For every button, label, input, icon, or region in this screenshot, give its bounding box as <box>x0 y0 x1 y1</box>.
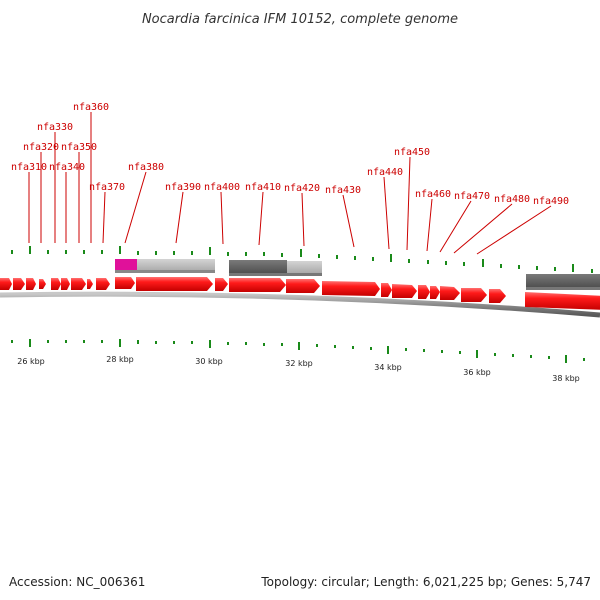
scale-label: 32 kbp <box>285 359 313 368</box>
feature-shadow <box>526 287 600 290</box>
scale-label: 30 kbp <box>195 357 223 366</box>
feature-light <box>137 259 215 271</box>
genome-backbone <box>0 291 600 318</box>
feature-shadow <box>115 270 215 273</box>
gene-label[interactable]: nfa470 <box>454 191 490 202</box>
gene-label[interactable]: nfa420 <box>284 183 320 194</box>
feature-shadow <box>229 273 322 276</box>
gene-label[interactable]: nfa370 <box>89 182 125 193</box>
gene-arrow <box>115 277 135 289</box>
gene-arrow <box>440 286 460 300</box>
gene-arrow <box>61 278 70 290</box>
leader-line <box>426 198 433 252</box>
gene-label[interactable]: nfa480 <box>494 194 530 205</box>
gene-arrow <box>286 279 320 293</box>
gene-label[interactable]: nfa490 <box>533 196 569 207</box>
gene-arrow <box>0 278 12 290</box>
gene-track <box>0 277 600 310</box>
leader-line <box>258 191 264 246</box>
gene-arrow <box>96 278 110 290</box>
gene-label[interactable]: nfa450 <box>394 147 430 158</box>
gene-label[interactable]: nfa390 <box>165 182 201 193</box>
gene-label[interactable]: nfa400 <box>204 182 240 193</box>
gene-arrow <box>322 281 380 296</box>
top-ticks <box>11 246 593 273</box>
leader-line <box>301 192 305 247</box>
scale-label: 28 kbp <box>106 355 134 364</box>
feature-track <box>115 259 600 290</box>
leader-line <box>342 194 355 248</box>
gene-arrow <box>51 278 61 290</box>
feature-dark <box>526 274 600 287</box>
gene-arrow <box>418 285 430 299</box>
scale-label: 26 kbp <box>17 357 45 366</box>
genome-summary-text: Topology: circular; Length: 6,021,225 bp… <box>260 575 591 589</box>
gene-label[interactable]: nfa460 <box>415 189 451 200</box>
gene-arrow <box>87 279 93 289</box>
gene-arrow <box>430 286 440 299</box>
scale-label: 36 kbp <box>463 368 491 377</box>
gene-label[interactable]: nfa440 <box>367 167 403 178</box>
leader-line <box>383 176 390 250</box>
feature-light <box>287 261 322 273</box>
gene-labels: nfa310 nfa320 nfa330 nfa340 nfa350 nfa36… <box>11 102 569 207</box>
scale-label: 34 kbp <box>374 363 402 372</box>
gene-label[interactable]: nfa310 <box>11 162 47 173</box>
leader-line <box>124 171 147 244</box>
gene-label[interactable]: nfa330 <box>37 122 73 133</box>
leader-line <box>220 191 224 245</box>
gene-arrow <box>489 289 506 303</box>
gene-arrow <box>392 284 417 298</box>
gene-arrow <box>229 278 286 292</box>
scale-label: 38 kbp <box>552 374 580 383</box>
gene-label[interactable]: nfa430 <box>325 185 361 196</box>
gene-arrow <box>381 283 392 297</box>
gene-label[interactable]: nfa410 <box>245 182 281 193</box>
gene-arrow <box>13 278 25 290</box>
leader-line <box>406 156 411 251</box>
leader-lines <box>28 112 552 255</box>
feature-dark <box>229 260 287 273</box>
bottom-ticks <box>11 339 585 363</box>
rna-feature <box>115 259 137 271</box>
leader-line <box>439 200 472 253</box>
gene-arrow <box>26 278 36 290</box>
gene-label[interactable]: nfa360 <box>73 102 109 113</box>
leader-line <box>175 191 184 244</box>
gene-label[interactable]: nfa380 <box>128 162 164 173</box>
gene-label[interactable]: nfa340 <box>49 162 85 173</box>
gene-label[interactable]: nfa320 <box>23 142 59 153</box>
gene-arrow <box>525 292 600 310</box>
gene-arrow <box>215 278 228 291</box>
accession-text: Accession: NC_006361 <box>9 575 145 589</box>
gene-arrow <box>71 278 86 290</box>
map-title: Nocardia farcinica IFM 10152, complete g… <box>142 12 458 27</box>
leader-line <box>476 205 552 255</box>
leader-line <box>453 203 513 254</box>
gene-label[interactable]: nfa350 <box>61 142 97 153</box>
leader-line <box>102 191 106 244</box>
gene-arrow <box>136 277 213 291</box>
gene-arrow <box>39 279 46 289</box>
scale-labels: 26 kbp 28 kbp 30 kbp 32 kbp 34 kbp 36 kb… <box>17 355 580 383</box>
gene-arrow <box>461 288 487 302</box>
